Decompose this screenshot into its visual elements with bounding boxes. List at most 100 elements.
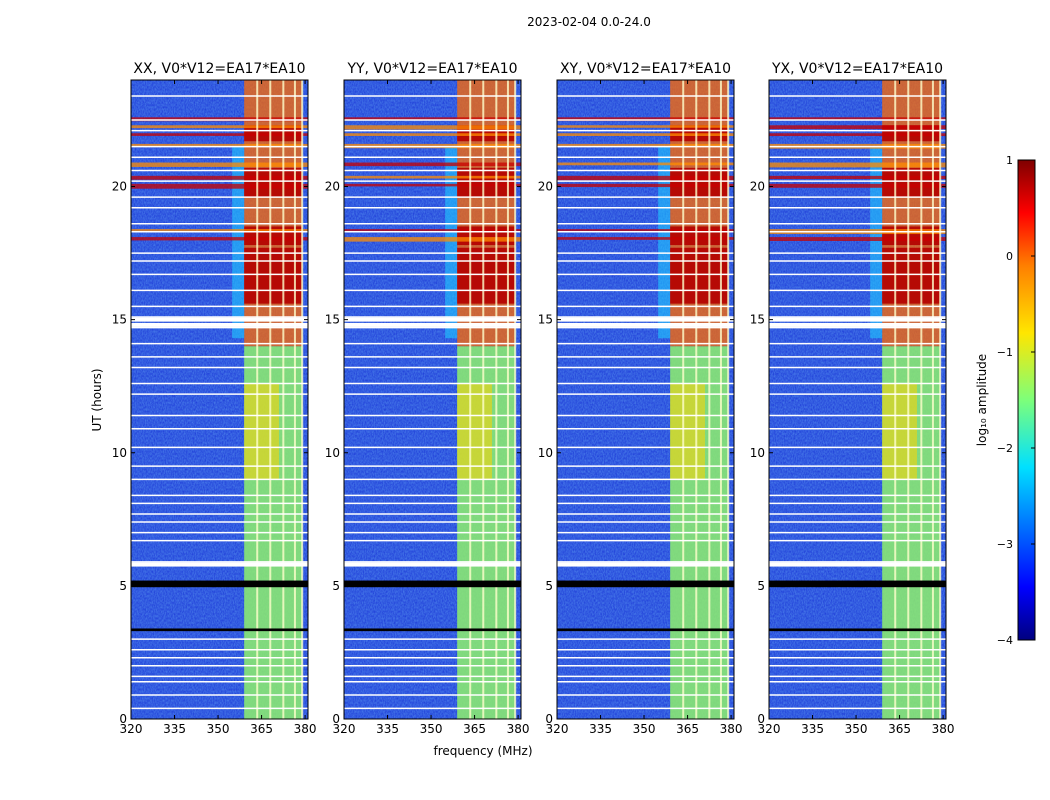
colorbar-tick-label: −2	[997, 442, 1013, 455]
y-tick-label: 5	[757, 579, 765, 593]
blank-row	[344, 317, 521, 322]
dark-row	[344, 628, 521, 632]
rfi-stripe	[344, 117, 521, 120]
blank-row	[769, 317, 946, 322]
rfi-stripe	[131, 125, 308, 129]
rfi-stripe	[557, 125, 734, 128]
rfi-stripe	[769, 117, 946, 120]
blank-row	[557, 317, 734, 322]
panel-title: XY, V0*V12=EA17*EA10	[560, 61, 731, 77]
blank-row	[344, 322, 521, 327]
colorbar-label: log₁₀ amplitude	[975, 354, 989, 446]
x-tick-label: 365	[676, 722, 699, 736]
rfi-stripe	[344, 175, 521, 179]
blank-row	[769, 322, 946, 327]
colorbar: 1 0 −1 −2 −3 −4 log₁₀ amplitude	[975, 154, 1036, 647]
y-tick-label: 5	[545, 579, 553, 593]
rfi-stripe	[344, 183, 521, 187]
blank-row	[131, 322, 308, 327]
emission-band-mid	[882, 383, 917, 480]
dark-row	[769, 628, 946, 632]
rfi-band-block	[457, 167, 516, 198]
rfi-stripe	[131, 183, 308, 189]
y-tick-label: 20	[325, 180, 340, 194]
panel-xx: XX, V0*V12=EA17*EA10 320 335 350 365 380 0 5 10 1…	[112, 61, 317, 736]
x-tick-label: 380	[294, 722, 317, 736]
x-tick-label: 380	[507, 722, 530, 736]
dark-row	[769, 580, 946, 588]
x-axis-label: frequency (MHz)	[433, 744, 532, 758]
rfi-stripe	[557, 175, 734, 181]
x-tick-label: 335	[376, 722, 399, 736]
rfi-stripe	[131, 133, 308, 136]
dark-row	[557, 628, 734, 632]
panel-frame	[130, 79, 309, 720]
panel-title: YY, V0*V12=EA17*EA10	[346, 61, 517, 77]
y-tick-label: 5	[119, 579, 127, 593]
panel-yx: YX, V0*V12=EA17*EA10 320 335 350 365 380 0 5 10 1…	[750, 61, 955, 736]
rfi-stripe	[557, 229, 734, 232]
dark-row	[344, 580, 521, 588]
rfi-stripe	[769, 162, 946, 168]
rfi-stripe	[131, 175, 308, 180]
y-tick-label: 0	[332, 712, 340, 726]
y-tick-label: 0	[119, 712, 127, 726]
x-tick-label: 365	[463, 722, 486, 736]
emission-halo	[658, 146, 671, 339]
rfi-stripe	[557, 133, 734, 137]
rfi-band-block	[457, 247, 516, 304]
x-tick-label: 350	[207, 722, 230, 736]
x-tick-label: 335	[163, 722, 186, 736]
rfi-stripe	[131, 237, 308, 241]
panel-xy: XY, V0*V12=EA17*EA10 320 335 350 365 380 0 5 10 1…	[538, 61, 743, 736]
colorbar-tick-label: −1	[997, 346, 1013, 359]
rfi-stripe	[344, 229, 521, 232]
rfi-band-block	[244, 167, 303, 198]
y-tick-label: 0	[757, 712, 765, 726]
rfi-band-block	[670, 167, 729, 198]
rfi-stripe	[769, 125, 946, 130]
x-tick-label: 350	[845, 722, 868, 736]
rfi-band-block	[670, 247, 729, 304]
figure-suptitle: 2023-02-04 0.0-24.0	[527, 15, 651, 29]
colorbar-tick-label: −4	[997, 634, 1013, 647]
colorbar-tick-label: −3	[997, 538, 1013, 551]
rfi-band-block	[882, 167, 941, 198]
dark-row	[131, 628, 308, 632]
rfi-stripe	[769, 237, 946, 241]
panel-yy: YY, V0*V12=EA17*EA10 320 335 350 365 380 0 5 10 1…	[325, 61, 530, 736]
y-tick-label: 15	[112, 313, 127, 327]
y-axis-label: UT (hours)	[90, 368, 104, 431]
rfi-band-block	[882, 247, 941, 304]
rfi-stripe	[769, 175, 946, 180]
x-tick-label: 365	[250, 722, 273, 736]
y-tick-label: 15	[538, 313, 553, 327]
rfi-band-block	[244, 247, 303, 304]
x-tick-label: 320	[546, 722, 569, 736]
blank-row	[557, 562, 734, 567]
y-tick-label: 20	[750, 180, 765, 194]
rfi-stripe	[769, 133, 946, 137]
x-tick-label: 320	[333, 722, 356, 736]
panel-title: YX, V0*V12=EA17*EA10	[771, 61, 943, 77]
rfi-stripe	[557, 117, 734, 122]
blank-row	[769, 562, 946, 567]
y-tick-label: 15	[750, 313, 765, 327]
y-tick-label: 5	[332, 579, 340, 593]
emission-band-mid	[244, 383, 279, 480]
y-tick-label: 20	[538, 180, 553, 194]
blank-row	[344, 562, 521, 567]
x-tick-label: 380	[932, 722, 955, 736]
panel-frame	[768, 79, 947, 720]
rfi-stripe	[131, 162, 308, 167]
panel-frame	[556, 79, 735, 720]
y-tick-label: 10	[538, 446, 553, 460]
emission-halo	[232, 146, 245, 339]
blank-row	[557, 322, 734, 327]
y-tick-label: 20	[112, 180, 127, 194]
blank-row	[131, 562, 308, 567]
x-tick-label: 350	[633, 722, 656, 736]
y-tick-label: 0	[545, 712, 553, 726]
x-tick-label: 380	[720, 722, 743, 736]
y-tick-label: 10	[112, 446, 127, 460]
